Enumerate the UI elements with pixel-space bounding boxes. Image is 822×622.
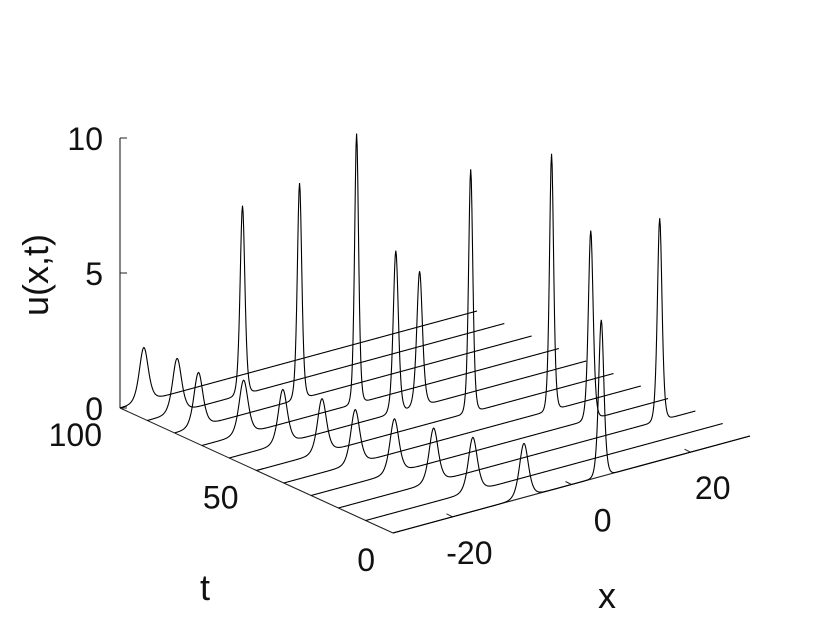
x-tick-mark — [565, 481, 572, 485]
x-tick-label: 20 — [695, 470, 731, 506]
z-axis-label: u(x,t) — [15, 234, 56, 316]
series-line-t-20 — [338, 218, 696, 509]
series-layer — [119, 133, 751, 534]
series-line-t-70 — [201, 133, 560, 447]
x-tick-label: 0 — [594, 503, 612, 539]
x-tick-mark — [446, 513, 453, 518]
z-tick-label: 5 — [85, 256, 103, 292]
x-tick-label: -20 — [446, 535, 492, 571]
axes-layer — [119, 137, 751, 534]
series-line-t-90 — [147, 205, 505, 422]
z-tick-label: 10 — [67, 121, 103, 157]
series-line-t-80 — [174, 183, 532, 434]
series-line-t-50 — [256, 169, 614, 472]
t-tick-label: 50 — [203, 480, 239, 516]
t-tick-label: 100 — [49, 417, 102, 453]
x-axis-label: x — [598, 575, 616, 616]
x-tick-mark — [684, 448, 691, 453]
series-line-t-100 — [119, 310, 478, 409]
y-axis-label: t — [200, 567, 210, 608]
series-line-t-60 — [229, 250, 587, 459]
series-line-t-40 — [283, 153, 641, 484]
series-line-t-30 — [310, 230, 669, 497]
series-line-t-10 — [365, 422, 723, 522]
series-line-t-0 — [392, 319, 751, 534]
t-tick-label: 0 — [357, 542, 375, 578]
z-tick-label: 0 — [85, 391, 103, 427]
